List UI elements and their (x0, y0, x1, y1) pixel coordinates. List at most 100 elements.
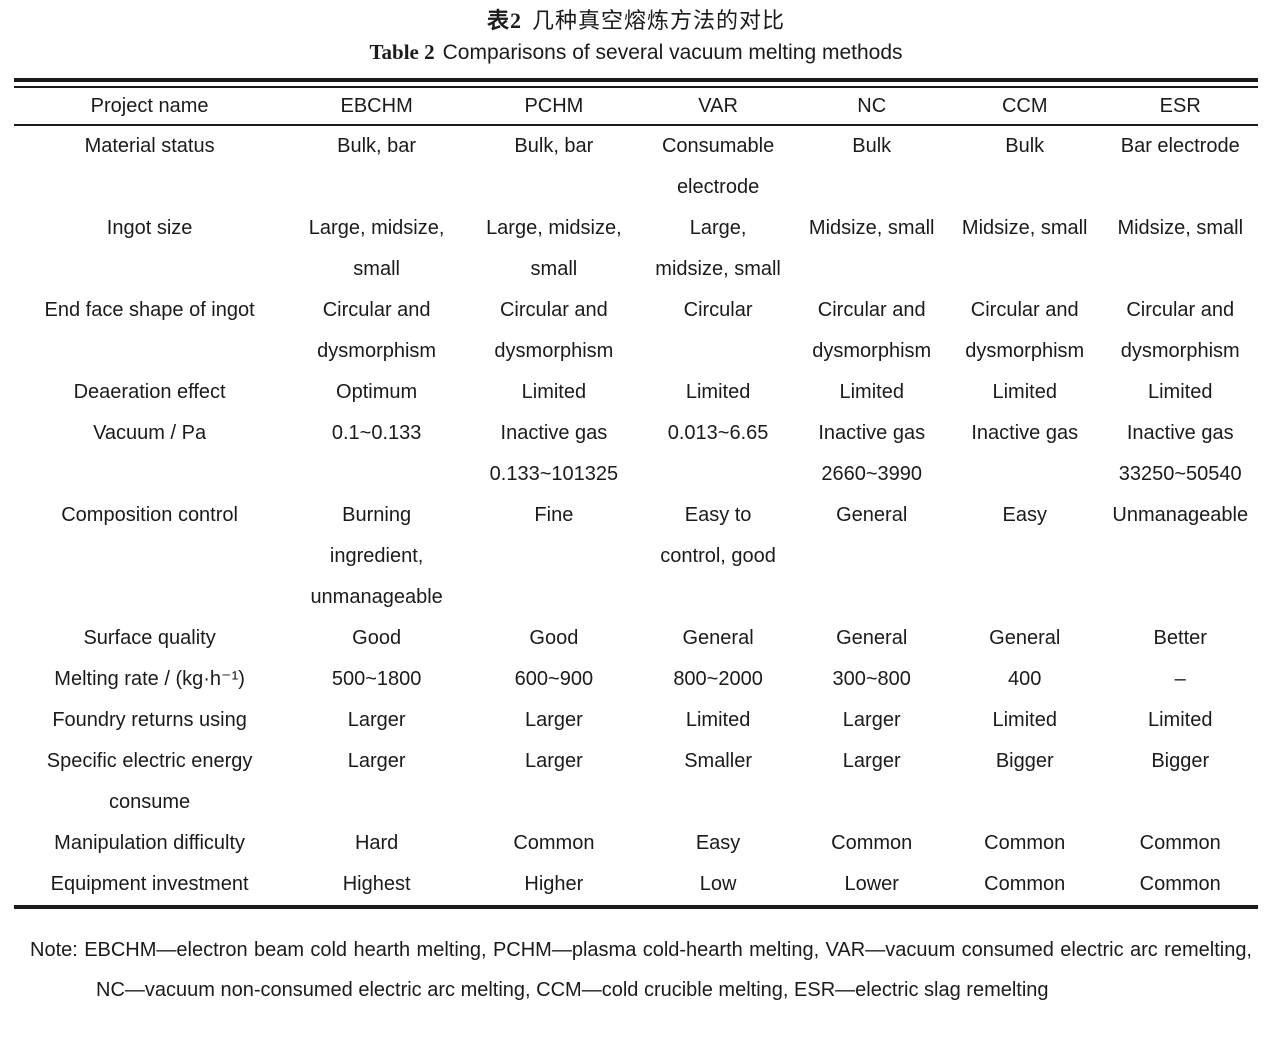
row-label: Deaeration effect (73, 380, 226, 403)
cell: – (1174, 667, 1186, 690)
column-header: VAR (639, 87, 797, 126)
cell: Larger (842, 708, 901, 731)
cell: Limited (992, 708, 1057, 731)
row-label: Foundry returns using (52, 708, 247, 731)
cell: Bulk, bar (514, 134, 594, 157)
cell: Inactive gas (971, 421, 1079, 444)
column-header: ESR (1102, 87, 1258, 126)
cell: Common (513, 831, 595, 854)
table-row: Surface quality Good Good General Genera… (14, 618, 1258, 659)
cell: Hard (354, 831, 399, 854)
cell: Larger (524, 749, 583, 772)
cell: 400 (1008, 667, 1042, 690)
cell: 300~800 (832, 667, 911, 690)
table-number-en: Table 2 (369, 40, 435, 64)
cell: General (836, 503, 908, 526)
cell: Large, midsize, small (308, 216, 445, 280)
column-header: CCM (946, 87, 1103, 126)
table-row: Material status Bulk, bar Bulk, bar Cons… (14, 125, 1258, 208)
column-header: NC (796, 87, 947, 126)
row-label: Manipulation difficulty (54, 831, 246, 854)
table-row: End face shape of ingot Circular and dys… (14, 290, 1258, 372)
row-label: Vacuum / Pa (93, 421, 207, 444)
cell: 0.1~0.133 (331, 421, 422, 444)
cell: Midsize, small (1117, 216, 1244, 239)
row-label: Surface quality (83, 626, 216, 649)
row-label: Melting rate / (kg·h⁻¹) (54, 667, 245, 690)
row-label: Equipment investment (50, 872, 249, 895)
cell: Common (1139, 831, 1221, 854)
cell: Circular and dysmorphism (965, 298, 1085, 362)
table-row: Vacuum / Pa 0.1~0.133 Inactive gas 0.133… (14, 413, 1258, 495)
table-row: Equipment investment Highest Higher Low … (14, 864, 1258, 907)
cell: Midsize, small (808, 216, 935, 239)
cell: Highest (342, 872, 411, 895)
table-row: Melting rate / (kg·h⁻¹) 500~1800 600~900… (14, 659, 1258, 700)
cell: Circular and dysmorphism (494, 298, 614, 362)
cell: Bulk (1005, 134, 1045, 157)
cell: 600~900 (514, 667, 594, 690)
cell: Larger (347, 708, 406, 731)
cell: Burning ingredient, unmanageable (310, 503, 443, 608)
cell: Fine (534, 503, 574, 526)
cell: Inactive gas 0.133~101325 (489, 421, 619, 485)
cell: Good (352, 626, 402, 649)
cell: Limited (1147, 380, 1213, 403)
table-title-en-text: Comparisons of several vacuum melting me… (442, 41, 903, 64)
cell: 500~1800 (331, 667, 422, 690)
table-row: Manipulation difficulty Hard Common Easy… (14, 823, 1258, 864)
cell: Bigger (995, 749, 1054, 772)
cell: Unmanageable (1112, 503, 1249, 526)
row-label: Specific electric energy consume (46, 749, 253, 813)
cell: Easy to control, good (660, 503, 776, 567)
table-row: Specific electric energy consume Larger … (14, 741, 1258, 823)
comparison-table-area: Project name EBCHM PCHM VAR NC CCM ESR M… (14, 78, 1258, 909)
row-label: End face shape of ingot (44, 298, 255, 321)
cell: Common (984, 831, 1066, 854)
cell: Optimum (336, 380, 418, 403)
cell: Circular (683, 298, 753, 321)
cell: Larger (842, 749, 901, 772)
cell: Bulk (852, 134, 892, 157)
cell: General (989, 626, 1061, 649)
cell: Common (831, 831, 913, 854)
row-label: Ingot size (106, 216, 193, 239)
cell: Bar electrode (1120, 134, 1240, 157)
cell: Easy (695, 831, 741, 854)
cell: Larger (347, 749, 406, 772)
cell: Good (529, 626, 579, 649)
top-rule-thin (14, 86, 1258, 88)
table-row: Foundry returns using Larger Larger Limi… (14, 700, 1258, 741)
cell: Better (1153, 626, 1207, 649)
table-title-chinese: 表2 几种真空熔炼方法的对比 (0, 5, 1272, 36)
table-number-zh: 表2 (486, 8, 522, 33)
cell: Large, midsize, small (655, 216, 781, 280)
cell: Limited (992, 380, 1057, 403)
cell: Circular and dysmorphism (317, 298, 437, 362)
cell: 800~2000 (673, 667, 763, 690)
column-header: EBCHM (285, 87, 469, 126)
cell: Circular and dysmorphism (1120, 298, 1240, 362)
table-row: Composition control Burning ingredient, … (14, 495, 1258, 618)
cell: Larger (524, 708, 583, 731)
cell: Limited (1147, 708, 1213, 731)
cell: Higher (524, 872, 584, 895)
cell: 0.013~6.65 (667, 421, 769, 444)
cell: Limited (685, 380, 751, 403)
cell: Common (1139, 872, 1221, 895)
cell: Lower (844, 872, 899, 895)
footnote: Note: EBCHM—electron beam cold hearth me… (30, 938, 1252, 1001)
cell: Limited (839, 380, 904, 403)
row-label: Material status (84, 134, 215, 157)
cell: Large, midsize, small (486, 216, 622, 280)
cell: Bulk, bar (337, 134, 417, 157)
comparison-table: Project name EBCHM PCHM VAR NC CCM ESR M… (14, 87, 1258, 909)
cell: General (682, 626, 754, 649)
cell: Circular and dysmorphism (812, 298, 932, 362)
column-header: Project name (14, 87, 286, 126)
cell: Midsize, small (961, 216, 1088, 239)
cell: Smaller (684, 749, 752, 772)
column-header: PCHM (468, 87, 640, 126)
cell: Easy (1002, 503, 1047, 526)
